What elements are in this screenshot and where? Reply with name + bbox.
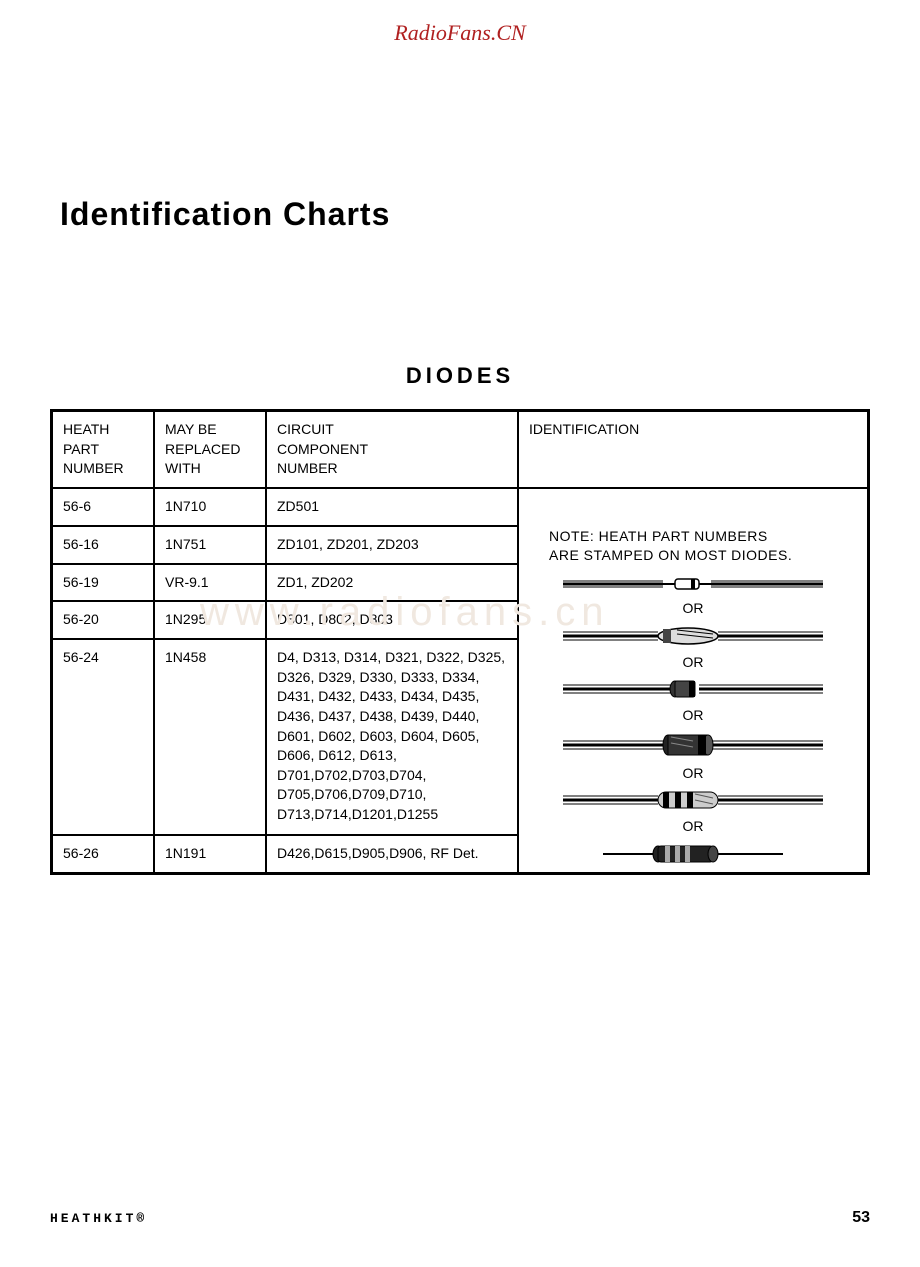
table-header-row: HEATH PART NUMBER MAY BE REPLACED WITH C…	[52, 411, 869, 488]
header-part-l2: PART	[63, 441, 99, 457]
footer-brand: HEATHKIT®	[50, 1211, 147, 1226]
or-label: OR	[683, 764, 704, 784]
header-circuit-l2: COMPONENT	[277, 441, 368, 457]
cell-replace: 1N710	[154, 488, 266, 526]
header-part-l1: HEATH	[63, 421, 109, 437]
note-line2: ARE STAMPED ON MOST DIODES.	[549, 547, 792, 563]
cell-part: 56-20	[52, 601, 155, 639]
cell-circuit: ZD501	[266, 488, 518, 526]
diode-shape-icon	[563, 733, 823, 757]
cell-part: 56-16	[52, 526, 155, 564]
header-replace-l2: REPLACED	[165, 441, 240, 457]
background-watermark: www.radiofans.cn	[200, 590, 609, 635]
diodes-table: HEATH PART NUMBER MAY BE REPLACED WITH C…	[50, 409, 870, 875]
page-container: www.radiofans.cn RadioFans.CN Identifica…	[0, 0, 920, 1267]
cell-circuit: D426,D615,D905,D906, RF Det.	[266, 835, 518, 873]
diode-shape-icon	[563, 679, 823, 699]
header-part-l3: NUMBER	[63, 460, 124, 476]
or-label: OR	[683, 706, 704, 726]
header-circuit: CIRCUIT COMPONENT NUMBER	[266, 411, 518, 488]
cell-replace: 1N458	[154, 639, 266, 835]
header-replace-l3: WITH	[165, 460, 201, 476]
page-title: Identification Charts	[60, 196, 870, 233]
header-circuit-l1: CIRCUIT	[277, 421, 334, 437]
header-replace-l1: MAY BE	[165, 421, 217, 437]
identification-cell: NOTE: HEATH PART NUMBERS ARE STAMPED ON …	[518, 488, 869, 874]
cell-part: 56-26	[52, 835, 155, 873]
page-footer: HEATHKIT® 53	[50, 1209, 870, 1227]
diode-shape-icon	[603, 844, 783, 864]
footer-page-number: 53	[852, 1209, 870, 1227]
note-line1: NOTE: HEATH PART NUMBERS	[549, 528, 768, 544]
diode-shape-icon	[563, 790, 823, 810]
or-label: OR	[683, 817, 704, 837]
cell-replace: 1N191	[154, 835, 266, 873]
cell-part: 56-19	[52, 564, 155, 602]
or-label: OR	[683, 599, 704, 619]
table-body: 56-6 1N710 ZD501 NOTE: HEATH PART NUMBER…	[52, 488, 869, 874]
cell-circuit: ZD101, ZD201, ZD203	[266, 526, 518, 564]
cell-circuit: D4, D313, D314, D321, D322, D325, D326, …	[266, 639, 518, 835]
cell-part: 56-6	[52, 488, 155, 526]
or-label: OR	[683, 653, 704, 673]
header-ident: IDENTIFICATION	[518, 411, 869, 488]
site-watermark: RadioFans.CN	[50, 20, 870, 46]
header-replace: MAY BE REPLACED WITH	[154, 411, 266, 488]
header-part: HEATH PART NUMBER	[52, 411, 155, 488]
cell-part: 56-24	[52, 639, 155, 835]
cell-replace: 1N751	[154, 526, 266, 564]
table-row: 56-6 1N710 ZD501 NOTE: HEATH PART NUMBER…	[52, 488, 869, 526]
header-circuit-l3: NUMBER	[277, 460, 338, 476]
section-title: DIODES	[50, 363, 870, 389]
identification-note: NOTE: HEATH PART NUMBERS ARE STAMPED ON …	[549, 527, 857, 566]
